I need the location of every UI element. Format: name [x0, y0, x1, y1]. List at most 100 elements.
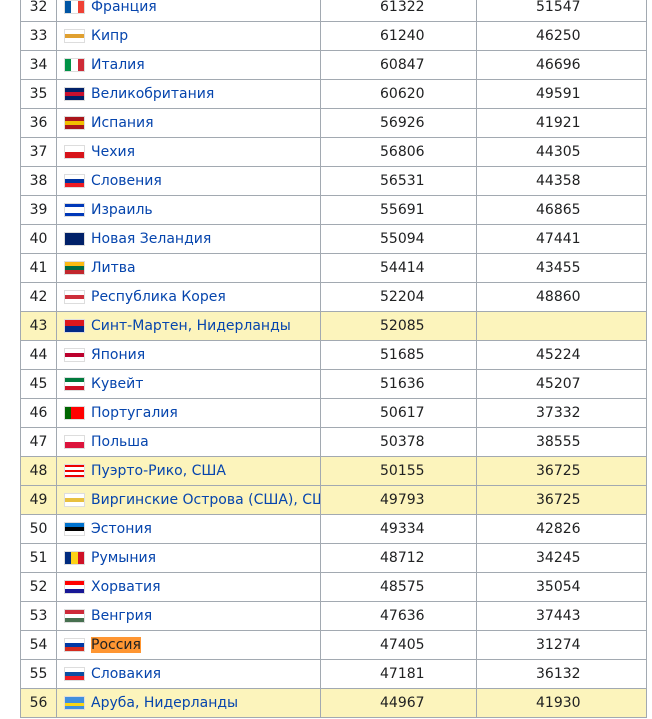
name-cell: Республика Корея — [56, 283, 320, 312]
country-link[interactable]: Чехия — [91, 138, 135, 166]
country-name[interactable]: Кувейт — [91, 376, 144, 392]
rank-cell: 35 — [20, 80, 56, 109]
value-cell: 37332 — [476, 399, 647, 428]
country-name[interactable]: Франция — [91, 0, 157, 15]
country-link[interactable]: Кипр — [91, 22, 128, 50]
country-name[interactable]: Синт-Мартен, Нидерланды — [91, 318, 291, 334]
country-name[interactable]: Польша — [91, 434, 149, 450]
country-link[interactable]: Португалия — [91, 399, 178, 427]
value-cell: 51636 — [320, 370, 476, 399]
country-name[interactable]: Испания — [91, 115, 154, 131]
country-name[interactable]: Эстония — [91, 521, 152, 537]
flag-icon — [64, 522, 85, 536]
rank-cell: 38 — [20, 167, 56, 196]
flag-icon — [64, 232, 85, 246]
country-link[interactable]: Словения — [91, 167, 162, 195]
country-link[interactable]: Кувейт — [91, 370, 143, 398]
value-cell: 46696 — [476, 51, 647, 80]
value-cell: 41930 — [476, 689, 647, 718]
country-link[interactable]: Франция — [91, 0, 157, 21]
table-row: 35 Великобритания 60620 49591 — [20, 80, 647, 109]
name-cell: Израиль — [56, 196, 320, 225]
name-cell: Румыния — [56, 544, 320, 573]
country-name[interactable]: Виргинские Острова (США), США — [91, 492, 320, 508]
country-link[interactable]: Великобритания — [91, 80, 214, 108]
country-name[interactable]: Кипр — [91, 28, 129, 44]
country-name[interactable]: Чехия — [91, 144, 136, 160]
value-cell: 42826 — [476, 515, 647, 544]
country-link[interactable]: Испания — [91, 109, 154, 137]
country-link[interactable]: Румыния — [91, 544, 156, 572]
flag-icon — [64, 116, 85, 130]
name-cell: Кувейт — [56, 370, 320, 399]
table-row: 37 Чехия 56806 44305 — [20, 138, 647, 167]
country-link[interactable]: Литва — [91, 254, 136, 282]
value-cell: 54414 — [320, 254, 476, 283]
country-link[interactable]: Япония — [91, 341, 145, 369]
value-cell: 50617 — [320, 399, 476, 428]
country-link[interactable]: Эстония — [91, 515, 152, 543]
country-name[interactable]: Венгрия — [91, 608, 153, 624]
value-cell: 50378 — [320, 428, 476, 457]
country-link[interactable]: Польша — [91, 428, 149, 456]
country-name[interactable]: Италия — [91, 57, 145, 73]
flag-icon — [64, 377, 85, 391]
table-row: 45 Кувейт 51636 45207 — [20, 370, 647, 399]
value-cell: 48860 — [476, 283, 647, 312]
country-name[interactable]: Израиль — [91, 202, 153, 218]
rank-cell: 32 — [20, 0, 56, 22]
country-name[interactable]: Словакия — [91, 666, 162, 682]
value-cell: 55094 — [320, 225, 476, 254]
country-link[interactable]: Пуэрто-Рико, США — [91, 457, 226, 485]
country-name[interactable]: Великобритания — [91, 86, 215, 102]
country-name[interactable]: Республика Корея — [91, 289, 226, 305]
value-cell: 44305 — [476, 138, 647, 167]
rank-cell: 47 — [20, 428, 56, 457]
country-link[interactable]: Россия — [91, 631, 141, 659]
flag-icon — [64, 174, 85, 188]
country-link[interactable]: Словакия — [91, 660, 161, 688]
country-link[interactable]: Венгрия — [91, 602, 152, 630]
value-cell: 52204 — [320, 283, 476, 312]
value-cell: 43455 — [476, 254, 647, 283]
value-cell — [476, 312, 647, 341]
flag-icon — [64, 261, 85, 275]
table-row: 34 Италия 60847 46696 — [20, 51, 647, 80]
country-link[interactable]: Аруба, Нидерланды — [91, 689, 238, 717]
rank-cell: 44 — [20, 341, 56, 370]
country-link[interactable]: Республика Корея — [91, 283, 226, 311]
country-link[interactable]: Новая Зеландия — [91, 225, 211, 253]
country-link[interactable]: Хорватия — [91, 573, 161, 601]
country-name[interactable]: Новая Зеландия — [91, 231, 212, 247]
table-row: 39 Израиль 55691 46865 — [20, 196, 647, 225]
country-name[interactable]: Литва — [91, 260, 136, 276]
rank-cell: 51 — [20, 544, 56, 573]
country-name[interactable]: Япония — [91, 347, 146, 363]
country-name[interactable]: Аруба, Нидерланды — [91, 695, 239, 711]
value-cell: 49334 — [320, 515, 476, 544]
country-link[interactable]: Синт-Мартен, Нидерланды — [91, 312, 291, 340]
country-name[interactable]: Португалия — [91, 405, 178, 421]
table-row: 55 Словакия 47181 36132 — [20, 660, 647, 689]
table-row: 33 Кипр 61240 46250 — [20, 22, 647, 51]
value-cell: 44358 — [476, 167, 647, 196]
value-cell: 51685 — [320, 341, 476, 370]
country-link[interactable]: Израиль — [91, 196, 153, 224]
value-cell: 52085 — [320, 312, 476, 341]
country-name[interactable]: Пуэрто-Рико, США — [91, 463, 226, 479]
table-row: 52 Хорватия 48575 35054 — [20, 573, 647, 602]
rank-cell: 53 — [20, 602, 56, 631]
value-cell: 60620 — [320, 80, 476, 109]
country-name[interactable]: Хорватия — [91, 579, 161, 595]
name-cell: Хорватия — [56, 573, 320, 602]
country-name[interactable]: Румыния — [91, 550, 157, 566]
country-name[interactable]: Словения — [91, 173, 162, 189]
country-name[interactable]: Россия — [91, 637, 141, 653]
name-cell: Италия — [56, 51, 320, 80]
country-link[interactable]: Виргинские Острова (США), США — [91, 486, 320, 514]
flag-icon — [64, 493, 85, 507]
name-cell: Польша — [56, 428, 320, 457]
country-link[interactable]: Италия — [91, 51, 145, 79]
value-cell: 47441 — [476, 225, 647, 254]
rank-cell: 40 — [20, 225, 56, 254]
